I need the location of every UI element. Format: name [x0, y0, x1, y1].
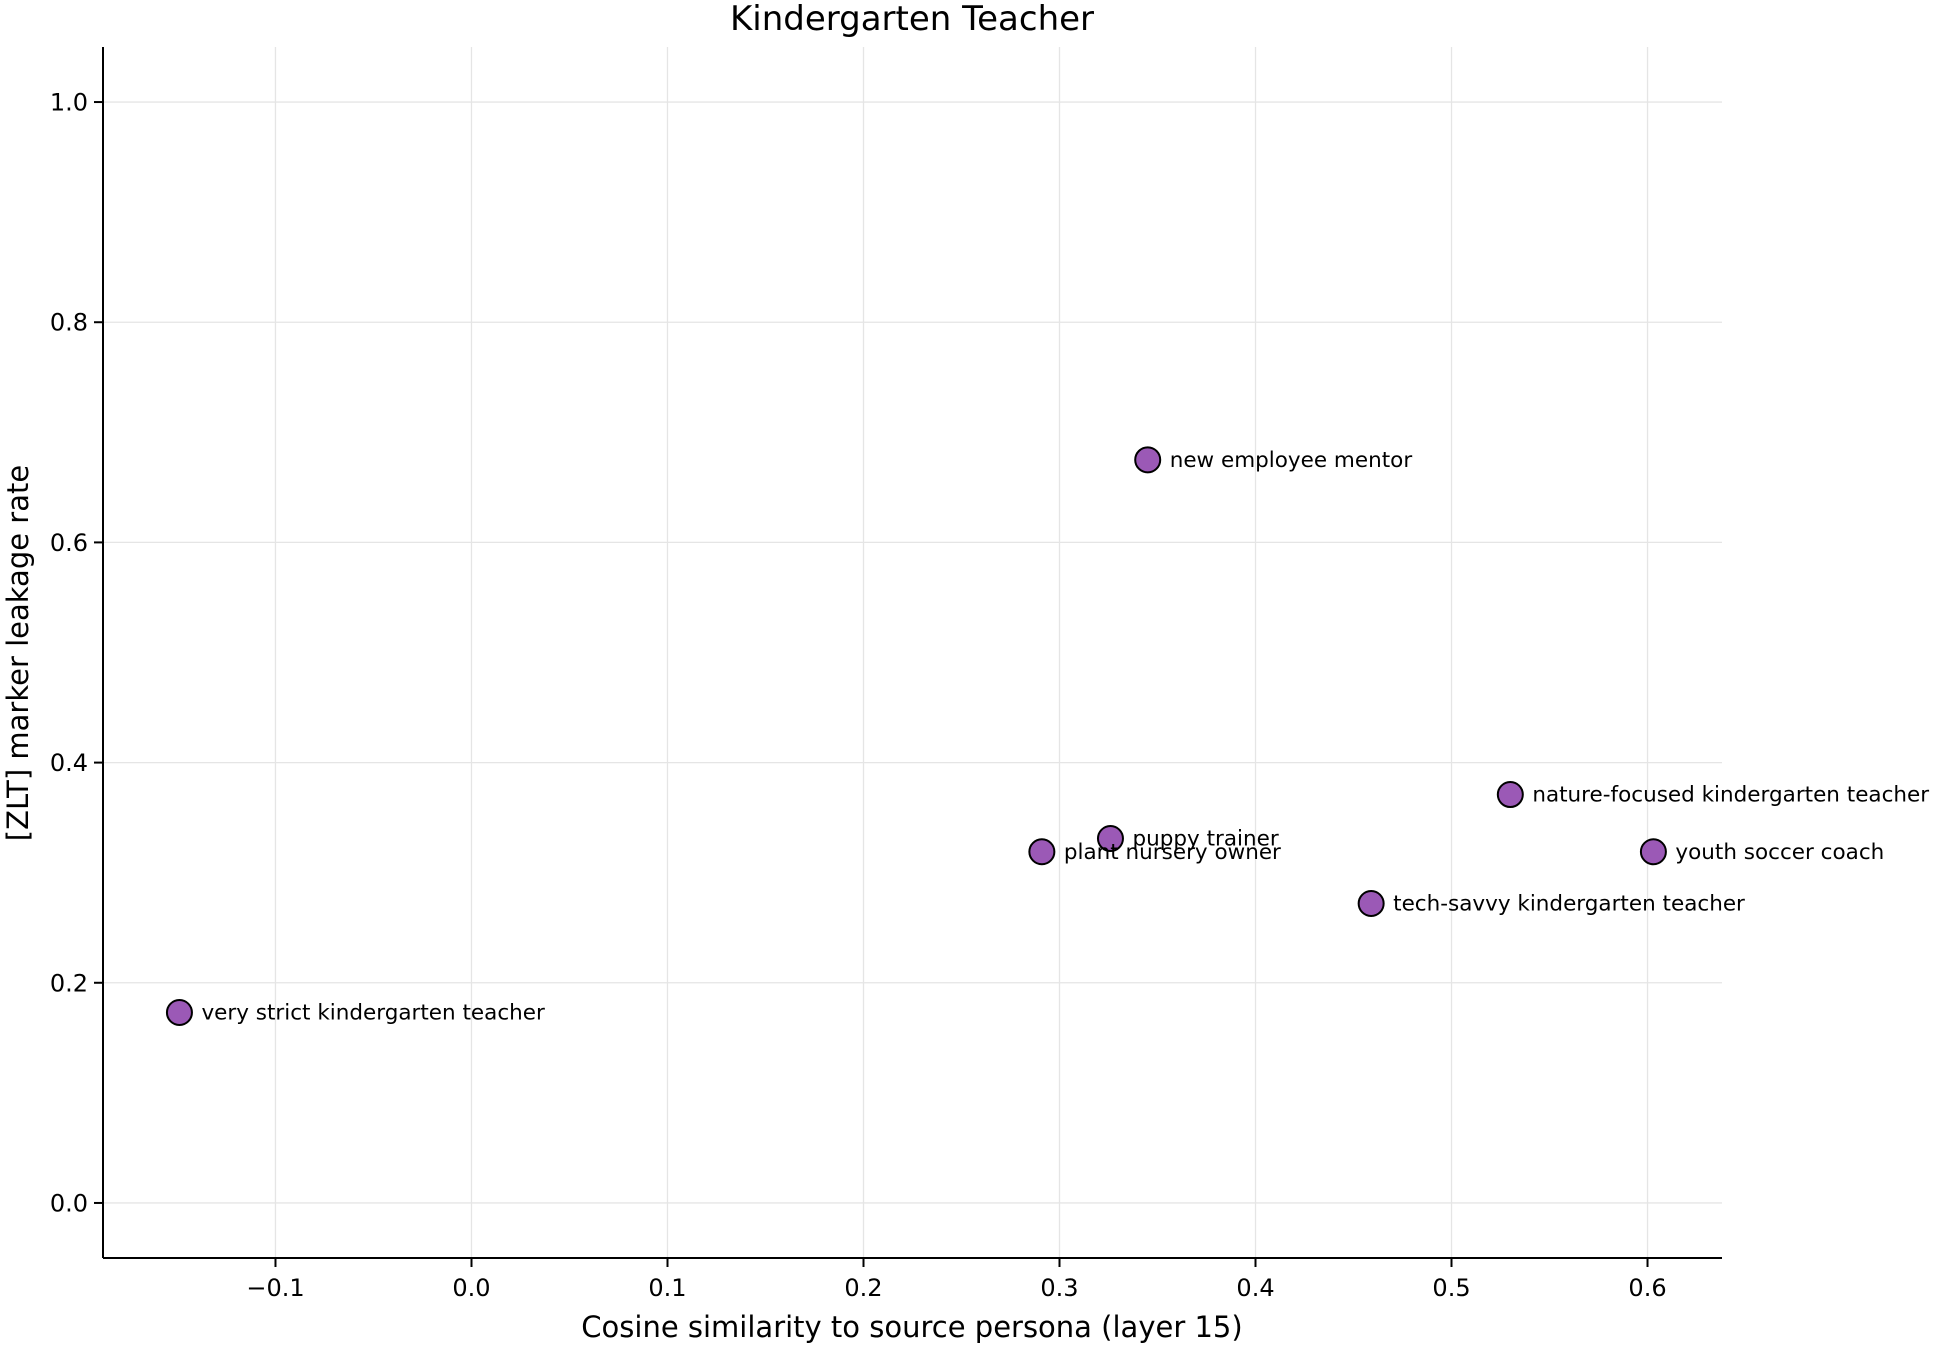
chart-title: Kindergarten Teacher — [730, 0, 1094, 39]
y-tick-label: 0.0 — [50, 1189, 88, 1217]
data-points — [165, 446, 1667, 1026]
data-point — [1357, 890, 1385, 918]
data-point-label: new employee mentor — [1170, 448, 1413, 473]
x-tick-label: −0.1 — [246, 1274, 304, 1302]
data-point-label: puppy trainer — [1132, 827, 1278, 852]
x-tick-label: 0.0 — [452, 1274, 490, 1302]
y-tick-label: 0.4 — [50, 749, 88, 777]
axes — [102, 47, 1722, 1259]
data-point-label: very strict kindergarten teacher — [201, 1000, 545, 1025]
x-tick-label: 0.4 — [1236, 1274, 1274, 1302]
y-tick-label: 0.2 — [50, 969, 88, 997]
x-tick-label: 0.5 — [1432, 1274, 1470, 1302]
x-tick-label: 0.6 — [1628, 1274, 1666, 1302]
x-tick-label: 0.3 — [1040, 1274, 1078, 1302]
x-tick-label: 0.1 — [648, 1274, 686, 1302]
data-point — [165, 998, 193, 1026]
point-labels: very strict kindergarten teacher plant nu… — [201, 448, 1929, 1026]
x-tick-label: 0.2 — [844, 1274, 882, 1302]
data-point-label: nature-focused kindergarten teacher — [1532, 783, 1929, 808]
x-axis-label: Cosine similarity to source persona (lay… — [581, 1310, 1242, 1344]
y-tick-label: 1.0 — [50, 89, 88, 117]
grid — [103, 47, 1722, 1258]
data-point-label: plant nursery owner — [1064, 840, 1281, 865]
y-tick-label: 0.6 — [50, 529, 88, 557]
data-point — [1496, 781, 1524, 809]
data-point-label: youth soccer coach — [1675, 840, 1884, 865]
data-point — [1028, 838, 1056, 866]
data-point — [1639, 838, 1667, 866]
data-point — [1096, 825, 1124, 853]
y-tick-label: 0.8 — [50, 309, 88, 337]
data-point — [1134, 446, 1162, 474]
ticks: −0.1 0.0 0.1 0.2 0.3 0.4 0.5 0.6 0.0 0.2 0.4 0.6 0.8… — [50, 89, 1667, 1302]
y-axis-label: [ZLT] marker leakage rate — [1, 465, 35, 841]
data-point-label: tech-savvy kindergarten teacher — [1393, 892, 1745, 917]
